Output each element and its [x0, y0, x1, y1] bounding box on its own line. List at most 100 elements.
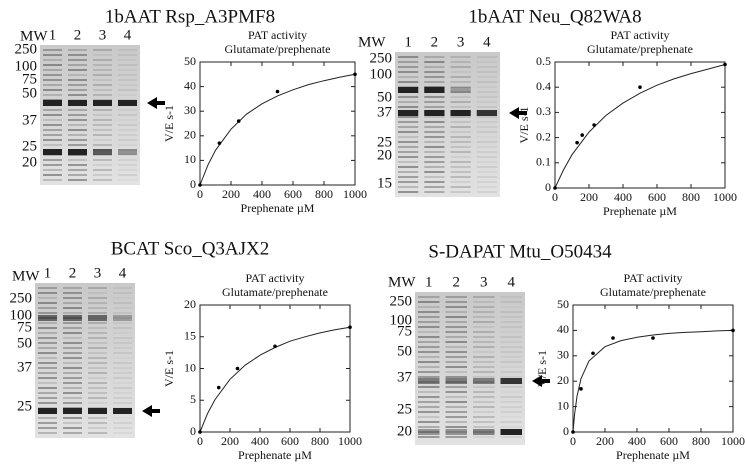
gel-band — [43, 164, 62, 166]
gel-band — [113, 432, 132, 434]
gel-band — [88, 367, 107, 369]
gel-band — [118, 149, 137, 155]
gel-band — [398, 110, 419, 116]
gel-band — [500, 361, 522, 363]
gel-band — [43, 89, 62, 91]
gel-band — [43, 124, 62, 126]
gel-band — [450, 131, 471, 133]
gel-band — [500, 316, 522, 318]
mw-marker: 100 — [390, 312, 413, 328]
gel-band — [450, 146, 471, 148]
lane-label: 1 — [49, 27, 57, 43]
gel-band — [88, 357, 107, 359]
y-tick-label: 0.1 — [536, 155, 551, 169]
gel-band — [500, 421, 522, 423]
mw-marker: 100 — [15, 58, 38, 74]
gel-band — [476, 121, 497, 123]
gel-band — [113, 302, 132, 304]
gel-band — [118, 74, 137, 76]
gel-band — [500, 406, 522, 408]
gel-band — [500, 356, 522, 358]
gel-band — [398, 166, 419, 168]
gel-band — [473, 429, 495, 435]
x-tick-label: 0 — [197, 187, 203, 201]
gel-band — [113, 427, 132, 429]
gel-band — [63, 287, 82, 289]
x-tick-label: 400 — [628, 434, 646, 448]
gel-band — [424, 131, 445, 133]
x-tick-label: 600 — [284, 187, 302, 201]
gel-band — [63, 397, 82, 399]
gel-band — [113, 357, 132, 359]
lane-label: 3 — [480, 274, 488, 290]
gel-band — [424, 186, 445, 188]
gel-band — [473, 326, 495, 328]
y-tick-label: 0 — [545, 180, 551, 194]
gel-band — [38, 392, 57, 394]
y-tick-label: 10 — [557, 398, 569, 412]
gel-band — [398, 136, 419, 138]
gel-band — [88, 377, 107, 379]
gel-band — [88, 287, 107, 289]
gel-band — [424, 66, 445, 68]
x-tick-label: 1000 — [721, 434, 745, 448]
x-axis-label: Prephenate µM — [616, 448, 690, 462]
gel-band — [63, 347, 82, 349]
gel-band — [113, 342, 132, 344]
gel-band — [63, 327, 82, 329]
gel-band — [43, 119, 62, 121]
gel-band — [445, 331, 467, 333]
gel-band — [473, 336, 495, 338]
mw-marker: 25 — [377, 134, 392, 150]
gel-band — [88, 307, 107, 309]
gel-band — [473, 351, 495, 353]
data-point — [236, 119, 241, 123]
gel-band — [424, 121, 445, 123]
gel-band — [473, 371, 495, 373]
gel-band — [118, 124, 137, 126]
mw-marker: 37 — [377, 104, 393, 120]
gel-band — [68, 134, 87, 136]
gel-band — [118, 134, 137, 136]
chart-title: PAT activity — [245, 271, 304, 285]
gel-band — [445, 306, 467, 308]
gel-band — [113, 387, 132, 389]
gel-band — [68, 74, 87, 76]
gel-band — [43, 94, 62, 96]
y-tick-label: 40 — [557, 322, 569, 336]
data-point — [348, 325, 352, 330]
mw-label: MW — [358, 34, 386, 50]
gel-band — [88, 352, 107, 354]
gel-band — [418, 429, 440, 435]
gel-band — [424, 181, 445, 183]
y-tick-label: 30 — [184, 103, 196, 117]
gel-band — [93, 64, 112, 66]
gel-band — [113, 327, 132, 329]
y-tick-label: 10 — [184, 152, 196, 166]
gel-band — [473, 311, 495, 313]
gel-band — [93, 179, 112, 181]
gel-band — [418, 341, 440, 343]
gel-band — [93, 119, 112, 121]
gel-band — [118, 169, 137, 171]
gel-band — [500, 321, 522, 323]
gel-band — [476, 191, 497, 193]
gel-band — [418, 346, 440, 348]
lane-label: 2 — [74, 27, 82, 43]
gel-band — [43, 64, 62, 66]
gel-band — [68, 144, 87, 146]
gel-band — [445, 378, 467, 384]
gel-band — [43, 159, 62, 161]
gel-band — [418, 401, 440, 403]
gel-band — [398, 87, 419, 93]
gel-band — [473, 306, 495, 308]
gel-band — [418, 366, 440, 368]
gel — [40, 45, 140, 185]
gel-band — [398, 146, 419, 148]
gel-band — [473, 396, 495, 398]
mw-marker: 20 — [377, 147, 392, 163]
gel-band — [500, 376, 522, 378]
gel-band — [418, 391, 440, 393]
gel-band — [450, 110, 471, 116]
gel-band — [113, 367, 132, 369]
